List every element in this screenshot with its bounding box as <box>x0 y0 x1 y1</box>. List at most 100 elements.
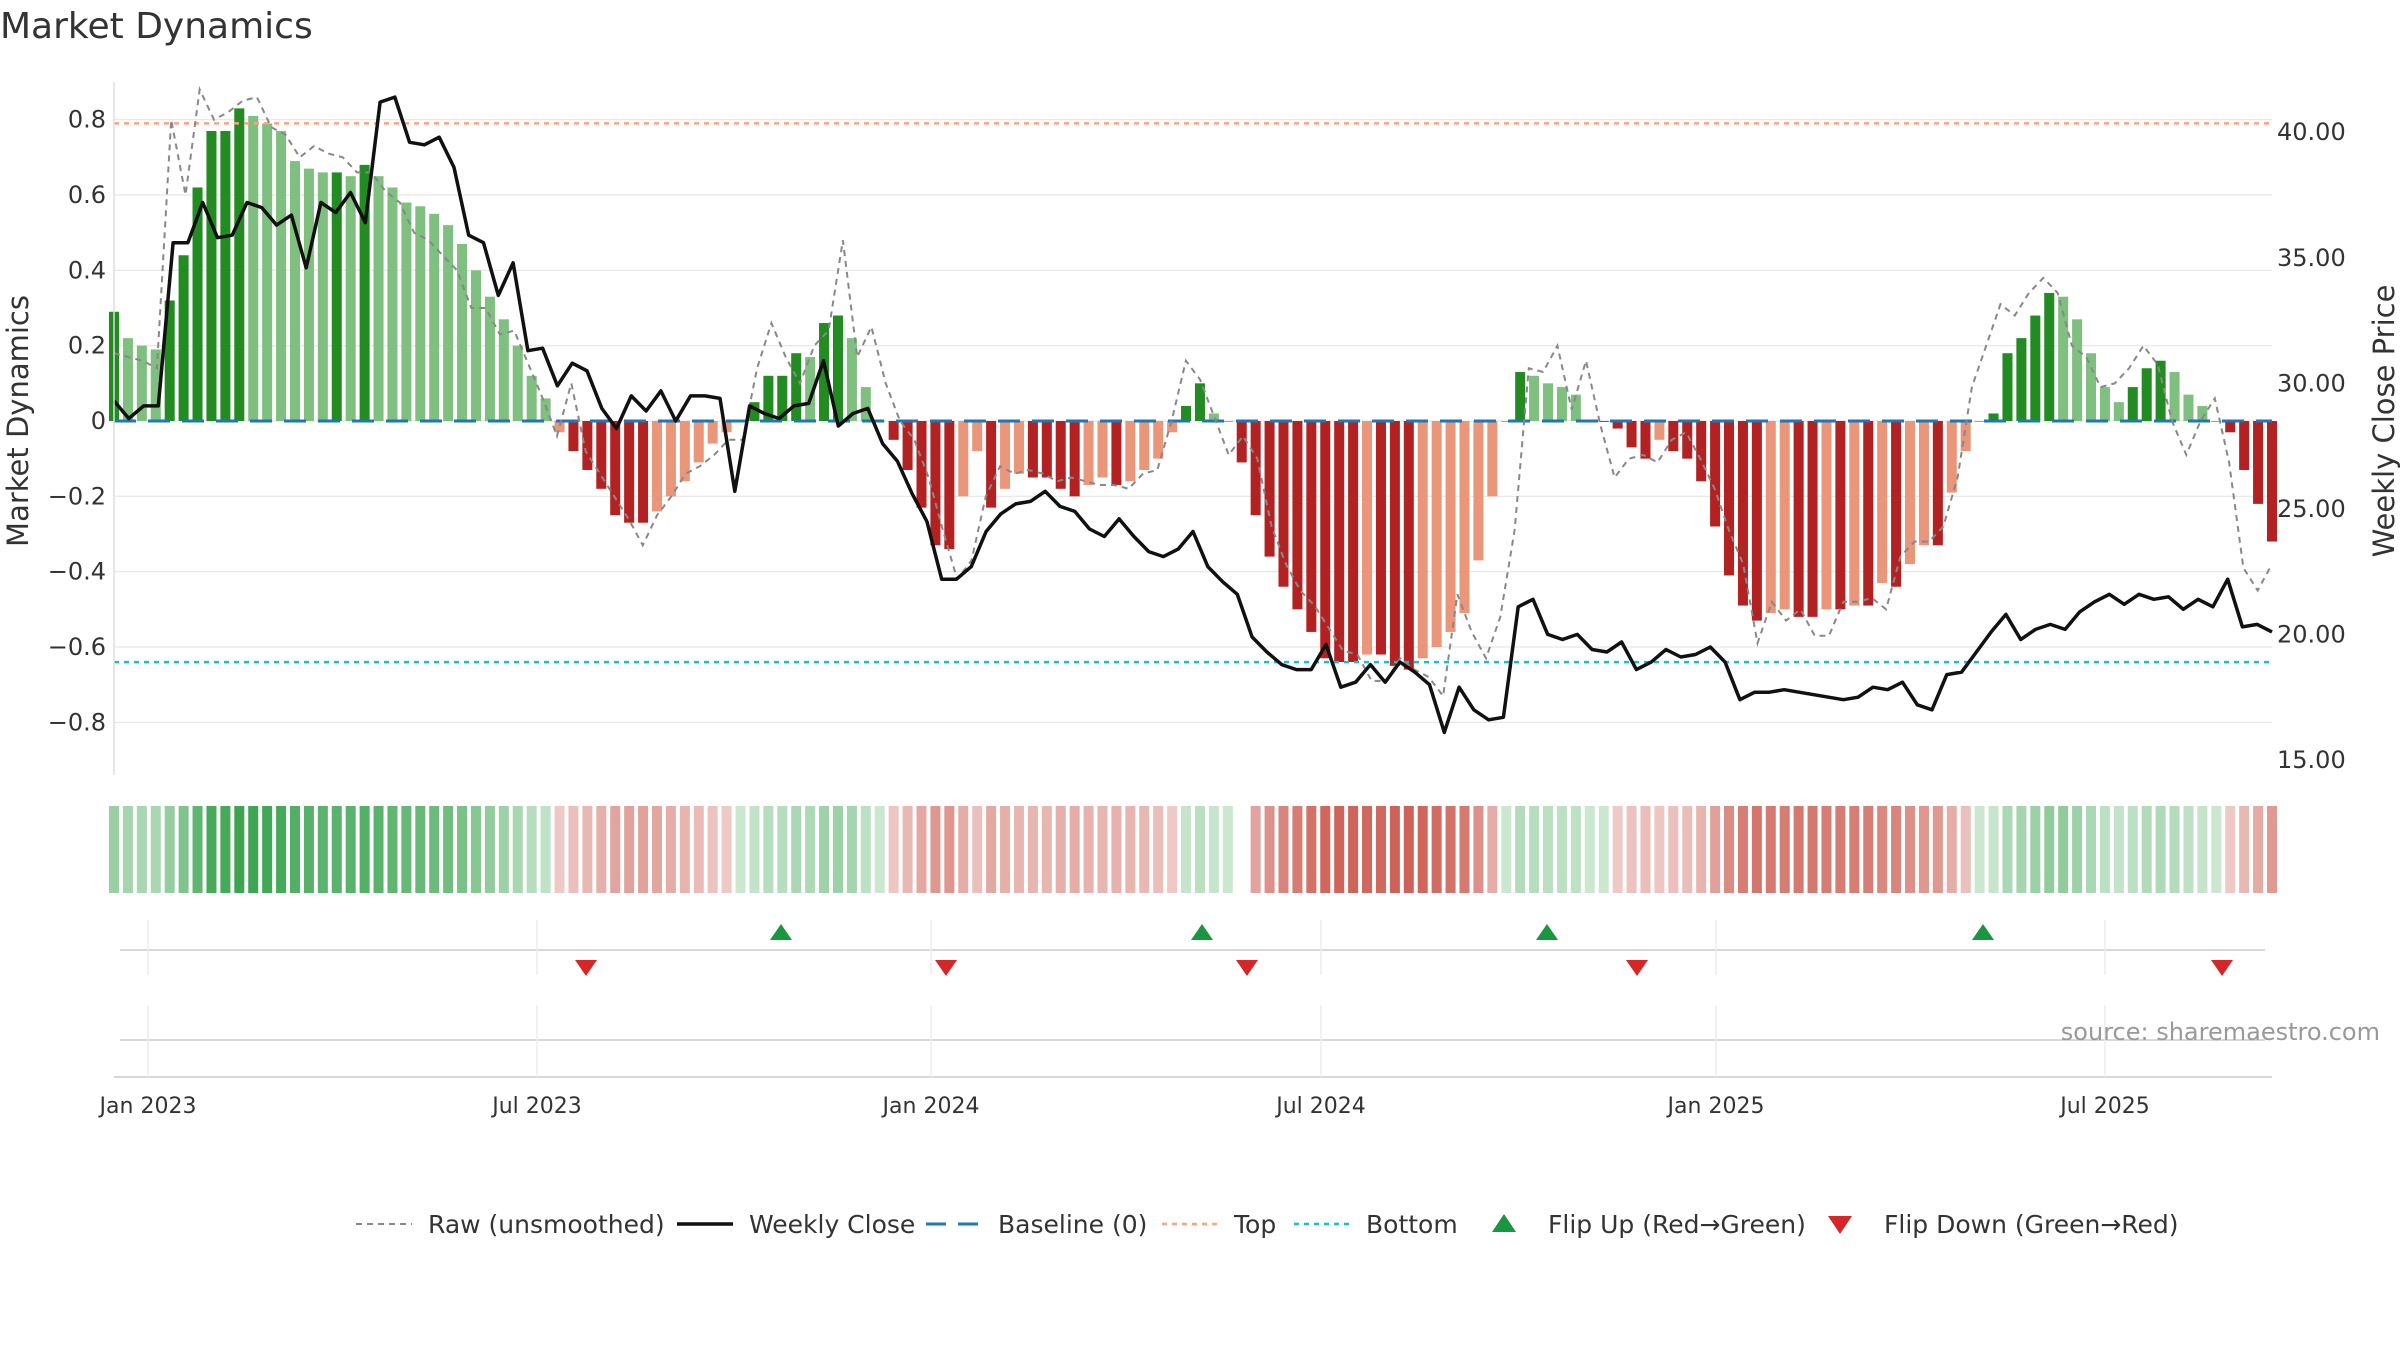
regime-cell <box>429 806 440 893</box>
regime-cell <box>1682 806 1693 893</box>
regime-cell <box>582 806 593 893</box>
regime-cell <box>540 806 551 893</box>
regime-cell <box>1918 806 1929 893</box>
regime-cell <box>679 806 690 893</box>
flip-down-marker <box>935 960 957 976</box>
dynamics-bar <box>1417 421 1428 659</box>
regime-cell <box>1348 806 1359 893</box>
regime-cell <box>1821 806 1832 893</box>
regime-cell <box>1167 806 1178 893</box>
dynamics-bar <box>1000 421 1011 489</box>
x-tick-label: Jul 2025 <box>2058 1094 2150 1119</box>
dynamics-bar <box>331 172 342 421</box>
flip-down-marker <box>1626 960 1648 976</box>
dynamics-bar <box>1264 421 1275 557</box>
dynamics-bar <box>582 421 593 470</box>
dynamics-bar <box>429 213 440 421</box>
flip-down-marker <box>1236 960 1258 976</box>
dynamics-bar <box>902 421 913 470</box>
dynamics-bar <box>192 187 203 421</box>
dynamics-bar <box>1598 421 1609 422</box>
dynamics-bar <box>1793 421 1804 617</box>
regime-cell <box>1459 806 1470 893</box>
dynamics-bar <box>2197 405 2208 421</box>
regime-cell <box>1849 806 1860 893</box>
regime-cell <box>1069 806 1080 893</box>
dynamics-bar <box>1626 421 1637 448</box>
regime-cell <box>262 806 273 893</box>
regime-cell <box>2225 806 2236 893</box>
dynamics-bar <box>2072 319 2083 421</box>
right-tick-label: 15.00 <box>2277 746 2346 774</box>
regime-cell <box>457 806 468 893</box>
regime-cell <box>624 806 635 893</box>
dynamics-bar <box>1821 421 1832 610</box>
regime-cell <box>846 806 857 893</box>
regime-cell <box>2016 806 2027 893</box>
left-tick-label: 0 <box>91 407 106 435</box>
dynamics-bar <box>1946 421 1957 493</box>
regime-cell <box>596 806 607 893</box>
regime-cell <box>289 806 301 893</box>
regime-cell <box>554 806 565 893</box>
dynamics-bar <box>1208 413 1219 421</box>
dynamics-bar <box>470 270 481 421</box>
regime-cell <box>2044 806 2055 893</box>
dynamics-bar <box>1083 421 1094 486</box>
regime-cell <box>1584 806 1595 893</box>
dynamics-bar <box>457 243 468 421</box>
regime-cell <box>331 806 342 893</box>
regime-cell <box>1181 806 1192 893</box>
dynamics-bar <box>610 421 621 516</box>
dynamics-bar <box>2002 353 2013 421</box>
dynamics-bar <box>1362 421 1373 655</box>
dynamics-bar <box>373 176 384 421</box>
regime-cell <box>1111 806 1122 893</box>
regime-cell <box>2002 806 2013 893</box>
legend-flip-down-swatch <box>1828 1216 1852 1234</box>
dynamics-bar <box>1487 421 1498 497</box>
left-tick-label: −0.6 <box>48 633 106 661</box>
regime-cell <box>2239 806 2250 893</box>
dynamics-bar <box>596 421 607 489</box>
dynamics-bar <box>1988 413 1999 421</box>
right-tick-label: 20.00 <box>2277 620 2346 648</box>
dynamics-bar <box>1570 394 1581 421</box>
dynamics-bar <box>1556 387 1567 421</box>
dynamics-bar <box>2113 402 2124 421</box>
regime-cell <box>164 806 175 893</box>
regime-cell <box>888 806 899 893</box>
dynamics-bar <box>1194 383 1205 421</box>
dynamics-bar <box>1473 421 1484 561</box>
regime-cell <box>610 806 621 893</box>
left-tick-label: 0.4 <box>68 256 106 284</box>
dynamics-bar <box>1153 421 1164 459</box>
left-tick-label: 0.6 <box>68 181 106 209</box>
dynamics-bar <box>540 398 551 421</box>
dynamics-bar <box>721 421 732 433</box>
flip-up-marker <box>1972 924 1994 940</box>
dynamics-bar <box>1139 421 1150 470</box>
dynamics-bar <box>1918 421 1929 546</box>
regime-cell <box>1139 806 1150 893</box>
dynamics-bar <box>958 421 969 497</box>
dynamics-bar <box>401 202 412 421</box>
legend: Raw (unsmoothed) Weekly Close Baseline (0)… <box>356 1210 2179 1239</box>
dynamics-bar <box>1891 421 1902 587</box>
regime-cell <box>1779 806 1790 893</box>
dynamics-bar <box>944 421 955 550</box>
dynamics-bar <box>2016 338 2027 421</box>
dynamics-bar <box>1543 383 1554 421</box>
dynamics-bar <box>972 421 983 452</box>
dynamics-bar <box>888 421 899 440</box>
left-tick-label: −0.8 <box>48 708 106 736</box>
regime-cell <box>1960 806 1971 893</box>
dynamics-bar <box>1431 421 1442 647</box>
regime-cell <box>1626 806 1637 893</box>
dynamics-bar <box>220 130 231 421</box>
dynamics-bar <box>1250 421 1261 516</box>
legend-top-label: Top <box>1233 1210 1276 1239</box>
regime-cell <box>832 806 843 893</box>
regime-cell <box>526 806 537 893</box>
